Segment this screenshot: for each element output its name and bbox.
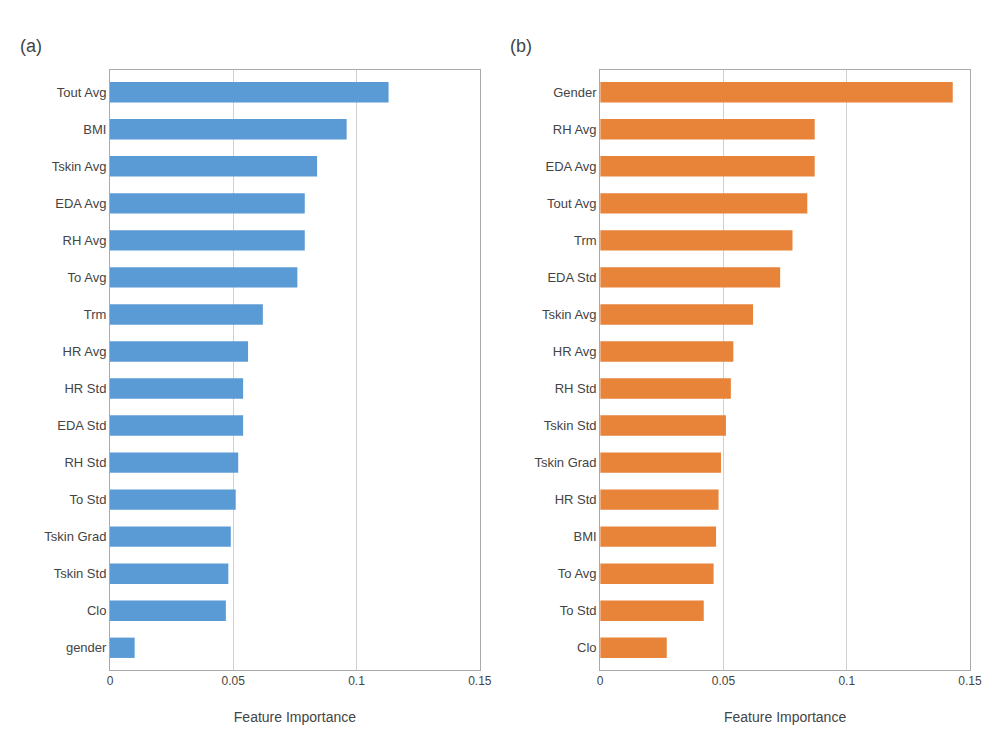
svg-text:0.1: 0.1: [838, 674, 855, 688]
svg-text:EDA Std: EDA Std: [57, 418, 106, 433]
svg-text:EDA Std: EDA Std: [547, 270, 596, 285]
svg-text:(a): (a): [20, 36, 42, 56]
svg-text:Clo: Clo: [87, 603, 107, 618]
svg-text:(b): (b): [510, 36, 532, 56]
svg-text:HR Std: HR Std: [64, 381, 106, 396]
svg-text:Tskin Std: Tskin Std: [54, 566, 107, 581]
svg-text:0.15: 0.15: [468, 674, 492, 688]
svg-text:To Std: To Std: [560, 603, 597, 618]
svg-text:BMI: BMI: [573, 529, 596, 544]
svg-text:Tskin Std: Tskin Std: [544, 418, 597, 433]
svg-text:Trm: Trm: [574, 233, 597, 248]
svg-text:0.15: 0.15: [958, 674, 982, 688]
svg-text:RH Std: RH Std: [64, 455, 106, 470]
svg-text:HR Avg: HR Avg: [63, 344, 107, 359]
svg-text:RH Std: RH Std: [555, 381, 597, 396]
svg-text:Tskin Grad: Tskin Grad: [44, 529, 106, 544]
svg-text:EDA Avg: EDA Avg: [55, 196, 106, 211]
svg-text:BMI: BMI: [83, 122, 106, 137]
svg-text:Tout Avg: Tout Avg: [547, 196, 597, 211]
svg-text:To Std: To Std: [70, 492, 107, 507]
svg-text:HR Avg: HR Avg: [553, 344, 597, 359]
svg-text:Tskin Avg: Tskin Avg: [52, 159, 107, 174]
svg-text:Tskin Grad: Tskin Grad: [534, 455, 596, 470]
svg-text:0.05: 0.05: [712, 674, 736, 688]
svg-text:RH Avg: RH Avg: [63, 233, 107, 248]
svg-text:Tskin Avg: Tskin Avg: [542, 307, 597, 322]
svg-text:0.05: 0.05: [222, 674, 246, 688]
svg-text:0.1: 0.1: [348, 674, 365, 688]
svg-text:Feature Importance: Feature Importance: [234, 709, 356, 725]
svg-text:HR Std: HR Std: [555, 492, 597, 507]
svg-text:Trm: Trm: [84, 307, 107, 322]
svg-text:Gender: Gender: [553, 85, 597, 100]
svg-text:0: 0: [597, 674, 604, 688]
svg-text:Feature Importance: Feature Importance: [724, 709, 846, 725]
svg-text:Clo: Clo: [577, 640, 597, 655]
svg-text:To Avg: To Avg: [558, 566, 597, 581]
svg-text:To Avg: To Avg: [68, 270, 107, 285]
svg-text:Tout Avg: Tout Avg: [57, 85, 107, 100]
svg-text:RH Avg: RH Avg: [553, 122, 597, 137]
svg-text:gender: gender: [66, 640, 107, 655]
svg-text:0: 0: [107, 674, 114, 688]
svg-text:EDA Avg: EDA Avg: [546, 159, 597, 174]
